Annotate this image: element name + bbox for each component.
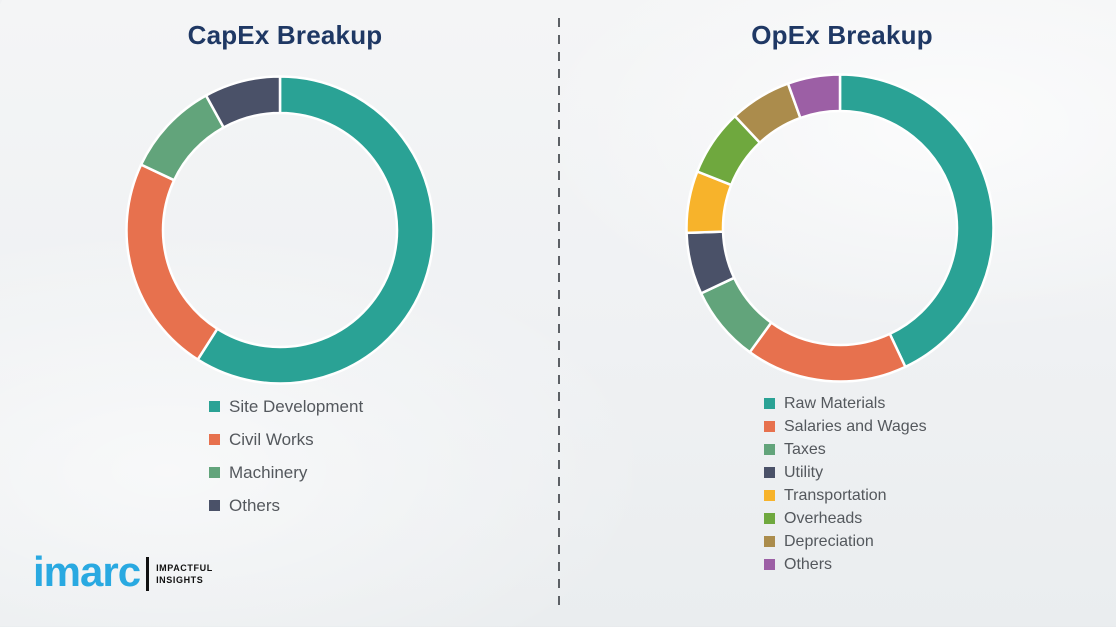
legend-swatch [209,500,220,511]
vertical-dashed-divider [558,18,560,605]
legend-label: Civil Works [229,429,314,449]
legend-swatch [764,467,775,478]
legend-swatch [764,444,775,455]
legend-item-salaries-and-wages: Salaries and Wages [764,415,927,438]
donut-segment-civil-works [125,163,219,361]
donut-segment-site-development [196,75,435,385]
donut-segment-others [204,75,282,129]
legend-swatch [764,490,775,501]
legend-label: Depreciation [784,532,874,550]
legend-item-utility: Utility [764,461,927,484]
legend-label: Taxes [784,440,826,458]
legend-swatch [209,467,220,478]
imarc-tagline-line2: INSIGHTS [156,575,204,585]
imarc-logo-divider-bar [146,557,150,591]
legend-label: Raw Materials [784,394,886,412]
imarc-tagline: IMPACTFUL INSIGHTS [156,562,213,586]
opex-legend: Raw Materials Salaries and Wages Taxes Util… [764,392,927,576]
donut-segment-raw-materials [838,73,995,369]
capex-donut-svg [125,75,435,385]
legend-swatch [764,398,775,409]
capex-chart-title: CapEx Breakup [187,20,383,50]
legend-item-transportation: Transportation [764,484,927,507]
legend-label: Overheads [784,509,863,527]
legend-item-machinery: Machinery [209,456,363,489]
legend-item-site-development: Site Development [209,390,363,423]
capex-panel: CapEx Breakup Site Development Civil Work… [125,20,435,522]
legend-item-civil-works: Civil Works [209,423,363,456]
imarc-logo: imarc IMPACTFUL INSIGHTS [33,551,213,597]
legend-label: Others [229,495,281,515]
donut-segment-others [786,73,842,120]
legend-item-raw-materials: Raw Materials [764,392,927,415]
imarc-wordmark: imarc [33,548,141,595]
legend-swatch [764,536,775,547]
legend-swatch [209,401,220,412]
legend-label: Salaries and Wages [784,417,927,435]
legend-swatch [764,421,775,432]
opex-panel: OpEx Breakup Raw Materials Salaries and W… [558,0,1116,627]
opex-donut-svg [685,73,995,383]
legend-item-others: Others [209,489,363,522]
legend-swatch [209,434,220,445]
legend-label: Machinery [229,462,308,482]
legend-item-depreciation: Depreciation [764,530,927,553]
donut-segment-salaries-and-wages [748,321,907,383]
legend-item-taxes: Taxes [764,438,927,461]
legend-swatch [764,559,775,570]
legend-label: Transportation [784,486,887,504]
opex-donut-chart [685,73,995,383]
legend-label: Site Development [229,396,364,416]
legend-label: Others [784,555,833,573]
donut-segment-machinery [139,94,225,182]
capex-legend: Site Development Civil Works Machinery Othe… [209,390,363,522]
legend-label: Utility [784,463,824,481]
legend-swatch [764,513,775,524]
legend-item-others: Others [764,553,927,576]
capex-donut-chart [125,75,435,385]
legend-item-overheads: Overheads [764,507,927,530]
opex-chart-title: OpEx Breakup [751,20,933,50]
imarc-tagline-line1: IMPACTFUL [156,562,213,573]
